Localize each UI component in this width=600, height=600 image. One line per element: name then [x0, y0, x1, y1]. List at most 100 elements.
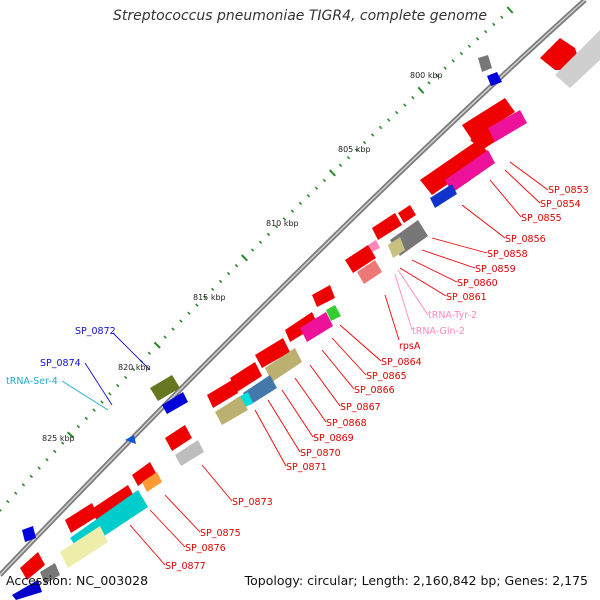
- gene-label[interactable]: SP_0864: [381, 357, 422, 368]
- trna-arrow[interactable]: [125, 435, 136, 444]
- scale-tick: [435, 73, 439, 78]
- summary-text: Topology: circular; Length: 2,160,842 bp…: [244, 573, 588, 588]
- scale-tick: [218, 279, 223, 284]
- trna-label[interactable]: tRNA-Tyr-2: [428, 310, 477, 321]
- scale-tick: [45, 458, 49, 462]
- cds-block-magenta[interactable]: [488, 110, 527, 142]
- gene-label[interactable]: rpsA: [399, 341, 421, 352]
- cds-arrow[interactable]: [398, 205, 416, 223]
- cds-arrow[interactable]: [285, 312, 318, 342]
- scale-tick: [171, 327, 175, 331]
- cds-block-pink[interactable]: [357, 260, 382, 284]
- gene-label[interactable]: SP_0856: [505, 234, 546, 245]
- gene-label[interactable]: SP_0875: [200, 528, 241, 539]
- gene-label[interactable]: SP_0866: [354, 385, 395, 396]
- scale-tick: [484, 29, 488, 34]
- scale-tick: [153, 341, 161, 349]
- cds-block-khaki[interactable]: [215, 396, 248, 425]
- scale-tick: [179, 319, 183, 323]
- scale-tick: [306, 194, 311, 198]
- position-label: 820 kbp: [118, 363, 151, 372]
- cds-arrow[interactable]: [65, 503, 98, 533]
- gene-label[interactable]: SP_0867: [340, 402, 381, 413]
- gene-label[interactable]: SP_0872: [75, 326, 116, 337]
- cds-arrow[interactable]: [372, 213, 402, 240]
- cds-arrow[interactable]: [555, 30, 600, 88]
- scale-tick: [282, 217, 287, 221]
- gene-label[interactable]: SP_0874: [40, 358, 81, 369]
- cds-block-olive[interactable]: [150, 375, 180, 401]
- scale-tick: [108, 392, 112, 396]
- cds-block-khaki[interactable]: [60, 526, 108, 568]
- scale-tick: [211, 287, 215, 291]
- cds-block-khaki[interactable]: [265, 348, 302, 382]
- gene-label[interactable]: SP_0868: [326, 418, 367, 429]
- label-connectors: [61, 161, 549, 566]
- cds-arrow[interactable]: [207, 380, 238, 408]
- cds-arrow[interactable]: [312, 285, 335, 307]
- gene-label[interactable]: SP_0876: [185, 543, 226, 554]
- cds-block-magenta[interactable]: [300, 312, 333, 342]
- scale-tick: [403, 103, 407, 107]
- cds-arrow[interactable]: [20, 552, 45, 580]
- cds-arrow[interactable]: [420, 140, 490, 195]
- gene-label[interactable]: SP_0871: [286, 462, 327, 473]
- gene-label[interactable]: SP_0873: [232, 497, 273, 508]
- scale-tick: [492, 22, 496, 27]
- cds-block-blue[interactable]: [12, 580, 42, 600]
- gene-label[interactable]: SP_0858: [487, 249, 528, 260]
- gene-label[interactable]: SP_0854: [540, 199, 581, 210]
- cds-block-steel[interactable]: [243, 375, 277, 405]
- cds-arrow[interactable]: [90, 485, 135, 522]
- cds-block-khaki[interactable]: [388, 237, 405, 258]
- scale-tick: [37, 466, 41, 470]
- cds-arrow[interactable]: [345, 245, 376, 273]
- scale-tick: [131, 367, 136, 372]
- gene-label[interactable]: SP_0869: [313, 433, 354, 444]
- scale-tick: [116, 383, 120, 388]
- scale-tick: [258, 240, 263, 244]
- cds-arrow[interactable]: [462, 98, 515, 140]
- scale-tick: [328, 169, 336, 177]
- scale-tick: [378, 125, 383, 130]
- scale-tick: [100, 400, 104, 404]
- gene-label[interactable]: SP_0877: [165, 561, 206, 572]
- accession-text: Accession: NC_003028: [6, 573, 149, 588]
- gene-label[interactable]: SP_0855: [521, 213, 562, 224]
- cds-block-gray[interactable]: [40, 563, 60, 584]
- scale-tick: [266, 232, 271, 237]
- gene-label[interactable]: SP_0859: [475, 264, 516, 275]
- trna-labels: tRNA-Tyr-2 tRNA-Gln-2: [412, 310, 477, 337]
- scale-tick: [92, 408, 96, 412]
- cds-arrow[interactable]: [255, 338, 290, 368]
- gene-label[interactable]: SP_0860: [457, 278, 498, 289]
- scale-tick: [76, 424, 81, 429]
- scale-tick: [123, 375, 128, 380]
- scale-tick: [195, 303, 199, 307]
- cds-block-blue[interactable]: [162, 392, 188, 414]
- cds-arrow[interactable]: [132, 462, 156, 486]
- cds-block[interactable]: [478, 55, 492, 72]
- cds-block-green[interactable]: [326, 305, 341, 321]
- gene-label[interactable]: SP_0870: [300, 448, 341, 459]
- scale-tick: [411, 95, 415, 100]
- trna-label[interactable]: tRNA-Ser-4: [6, 376, 58, 387]
- cds-block-magenta[interactable]: [445, 150, 495, 193]
- scale-tick: [290, 209, 295, 213]
- cds-block-orange[interactable]: [142, 472, 162, 492]
- cds-block-blue[interactable]: [22, 526, 36, 542]
- cds-block-blue[interactable]: [430, 184, 457, 208]
- position-label: 805 kbp: [338, 145, 371, 154]
- cds-arrow[interactable]: [230, 362, 262, 392]
- gene-label[interactable]: SP_0853: [548, 185, 589, 196]
- cds-block-gray[interactable]: [175, 440, 204, 466]
- cds-arrow-small[interactable]: [368, 240, 380, 252]
- gene-label[interactable]: SP_0861: [446, 292, 487, 303]
- gene-label[interactable]: SP_0865: [366, 371, 407, 382]
- trna-label[interactable]: tRNA-Gln-2: [412, 326, 465, 337]
- cds-block-blue[interactable]: [487, 72, 502, 86]
- position-label: 815 kbp: [193, 293, 226, 302]
- scale-tick: [322, 178, 327, 183]
- cds-arrow[interactable]: [165, 425, 192, 451]
